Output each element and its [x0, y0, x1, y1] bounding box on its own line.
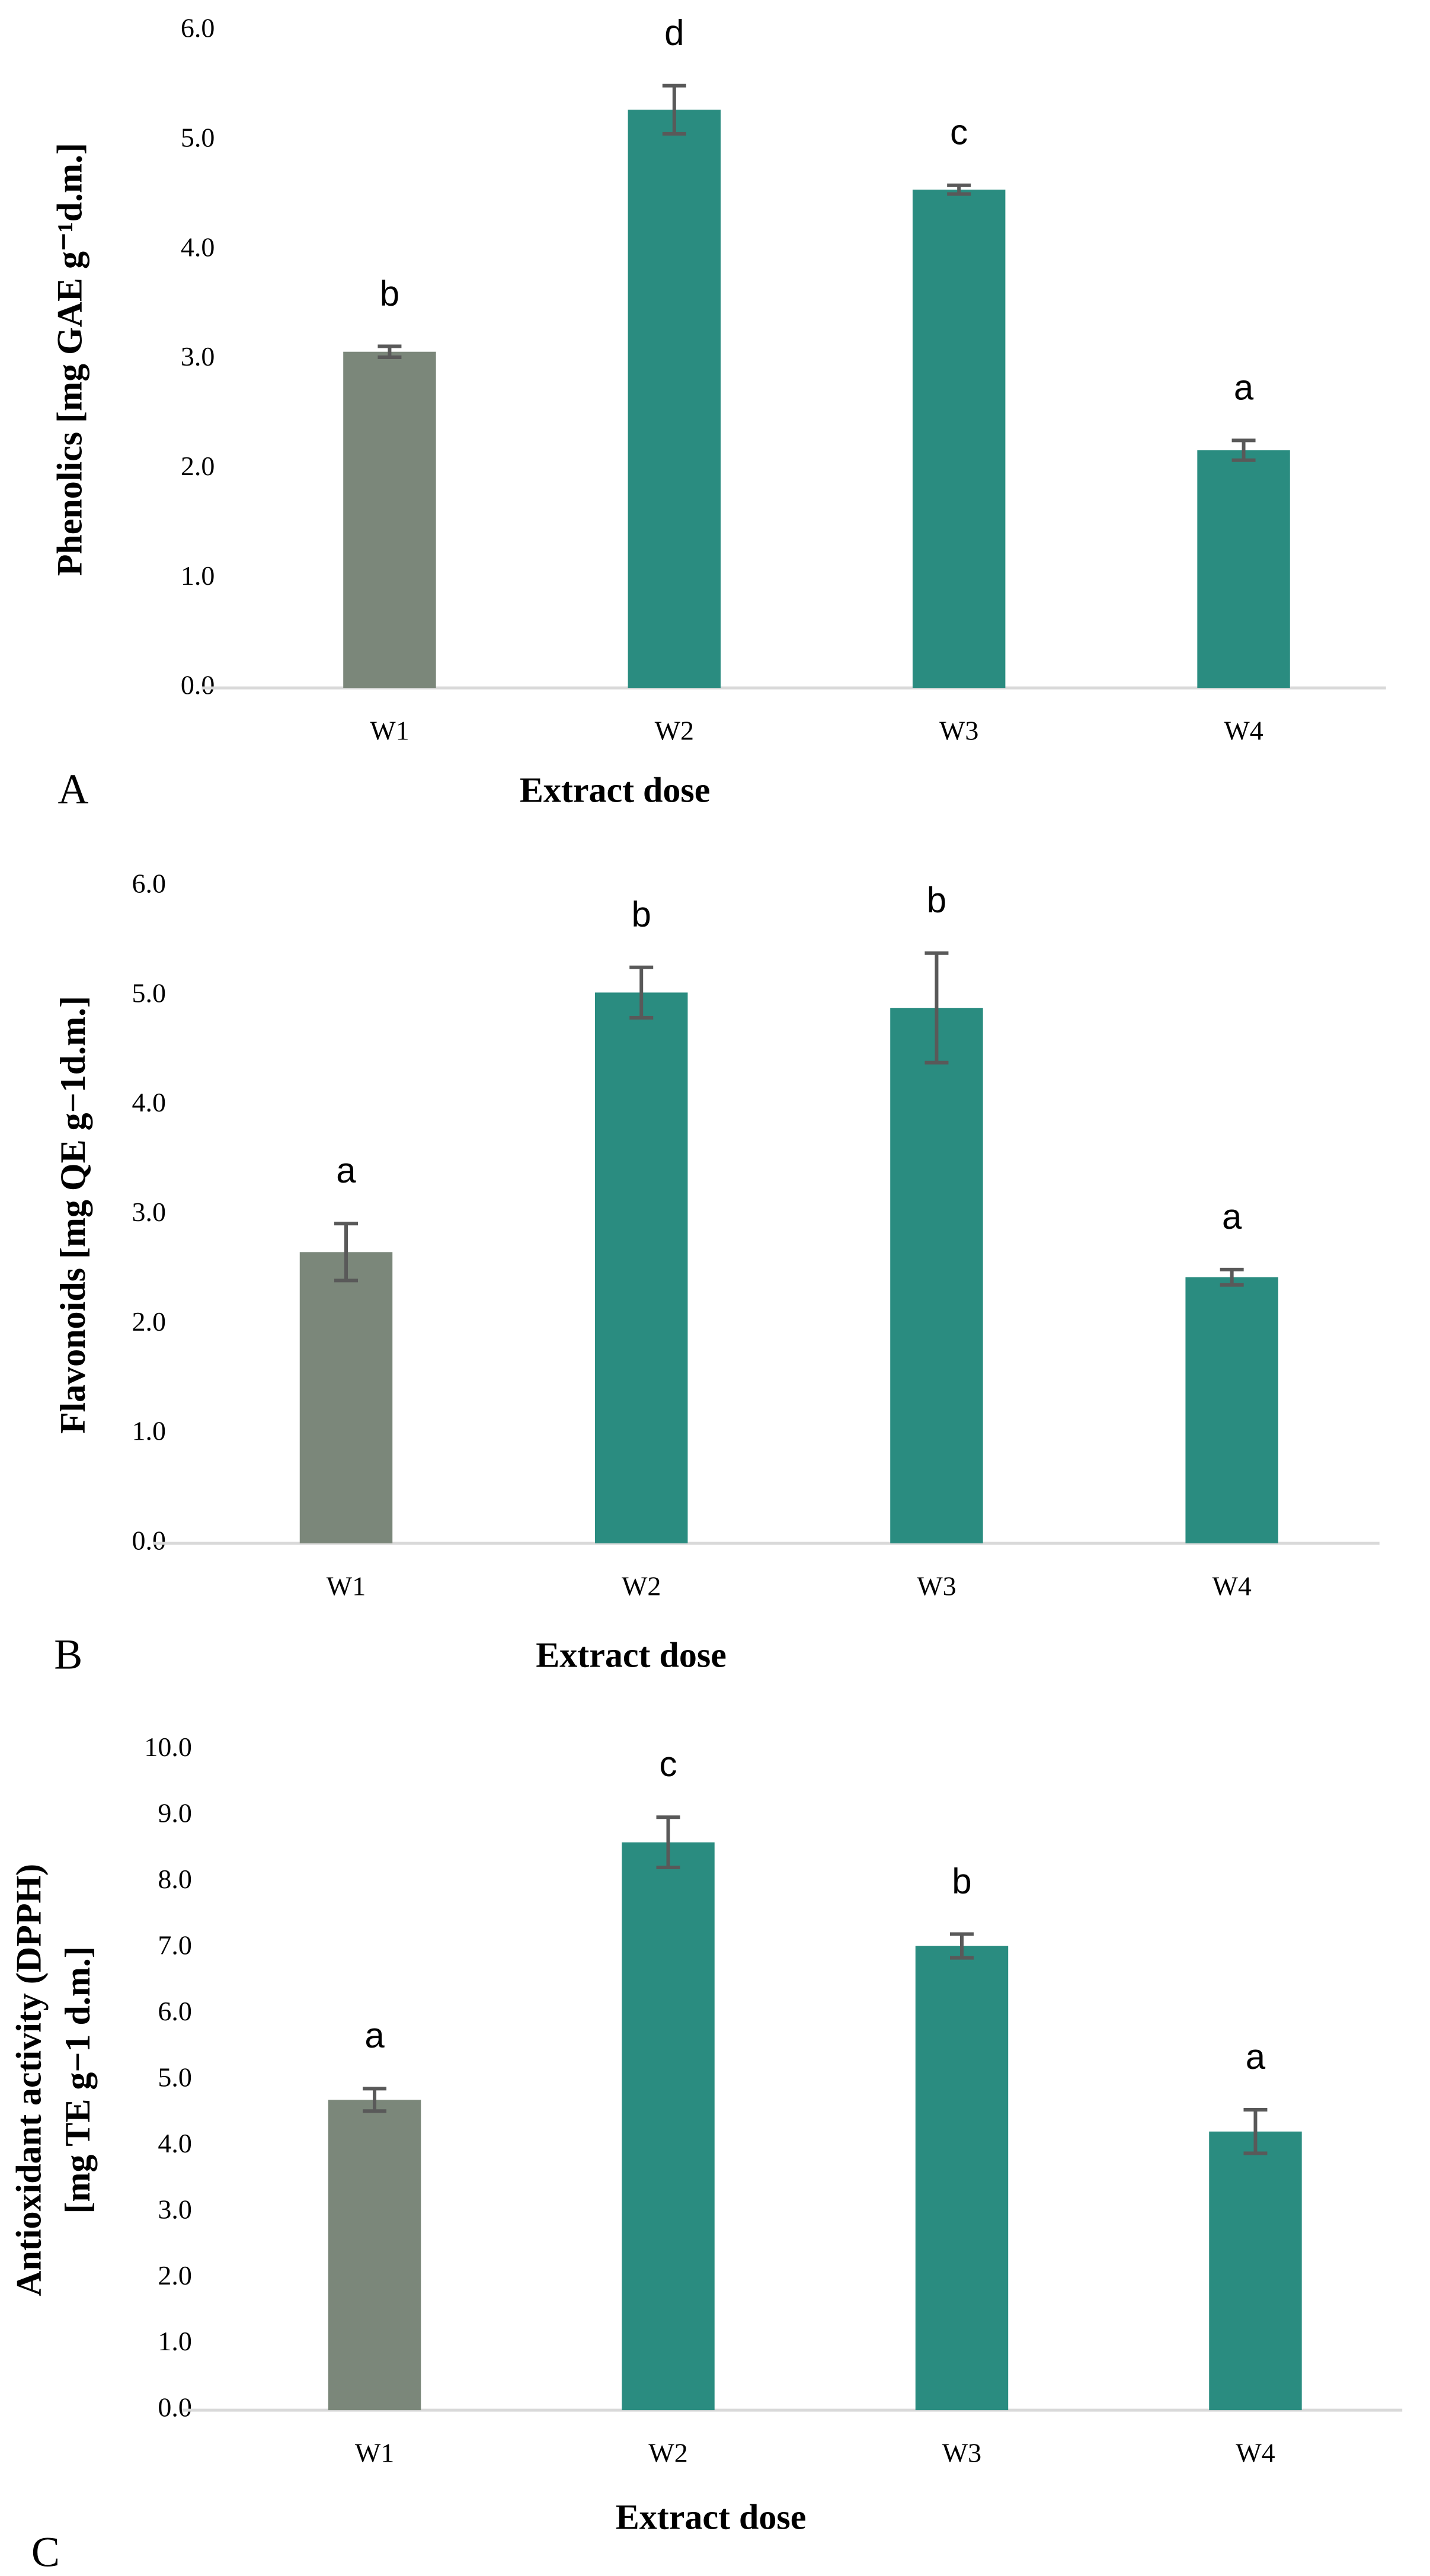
error-bar — [363, 2087, 387, 2113]
y-axis-title: Antioxidant activity (DPPH) — [9, 1864, 49, 2296]
x-tick-label: W4 — [1212, 1571, 1251, 1601]
y-tick-label: 4.0 — [158, 2128, 192, 2158]
panel-label: A — [58, 765, 89, 813]
error-bar — [949, 1932, 974, 1960]
bar — [890, 1008, 983, 1544]
significance-letter: b — [632, 895, 651, 934]
significance-letter: a — [364, 2016, 385, 2055]
error-bar — [1220, 1267, 1244, 1287]
y-tick-label: 1.0 — [181, 560, 215, 591]
bar — [915, 1946, 1009, 2411]
bar — [594, 992, 688, 1544]
y-tick-label: 9.0 — [158, 1798, 192, 1828]
y-axis-title: Phenolics [mg GAE g⁻¹d.m.] — [50, 143, 89, 576]
y-tick-label: 5.0 — [181, 123, 215, 153]
x-axis-title: Extract dose — [536, 1636, 727, 1675]
y-tick-label: 0.0 — [158, 2392, 192, 2423]
y-tick-label: 2.0 — [181, 451, 215, 481]
y-tick-label: 6.0 — [158, 1996, 192, 2026]
bar — [622, 1842, 715, 2411]
significance-letter: b — [380, 273, 399, 313]
x-tick-label: W3 — [917, 1571, 956, 1601]
error-bar — [924, 951, 949, 1065]
x-tick-label: W4 — [1224, 716, 1263, 746]
y-tick-label: 1.0 — [132, 1416, 166, 1446]
y-tick-label: 5.0 — [158, 2062, 192, 2092]
y-tick-label: 5.0 — [132, 978, 166, 1008]
y-axis-title: [mg TE g−1 d.m.] — [58, 1946, 97, 2213]
y-axis-title: Flavonoids [mg QE g−1d.m.] — [53, 996, 92, 1434]
bar — [343, 351, 436, 688]
y-tick-label: 2.0 — [132, 1306, 166, 1337]
x-tick-label: W2 — [655, 716, 694, 746]
x-tick-label: W1 — [327, 1571, 366, 1601]
bar — [328, 2100, 421, 2411]
panel-label: B — [54, 1630, 82, 1678]
significance-letter: d — [664, 12, 684, 52]
significance-letter: b — [927, 880, 946, 920]
bar — [299, 1252, 393, 1544]
x-tick-label: W2 — [648, 2438, 687, 2468]
error-bar — [629, 965, 654, 1020]
y-tick-label: 0.0 — [181, 670, 215, 700]
bar — [1209, 2131, 1302, 2411]
y-tick-label: 4.0 — [132, 1087, 166, 1117]
x-tick-label: W1 — [355, 2438, 394, 2468]
error-bar — [662, 84, 686, 136]
x-axis-title: Extract dose — [520, 770, 711, 809]
significance-letter: a — [1222, 1197, 1242, 1236]
y-tick-label: 2.0 — [158, 2260, 192, 2290]
bar — [1185, 1277, 1278, 1544]
panel-label: C — [31, 2529, 60, 2576]
significance-letter: b — [952, 1861, 971, 1901]
y-tick-label: 3.0 — [158, 2194, 192, 2224]
significance-letter: a — [1234, 367, 1254, 407]
y-tick-label: 8.0 — [158, 1864, 192, 1894]
x-tick-label: W3 — [942, 2438, 981, 2468]
y-tick-label: 7.0 — [158, 1930, 192, 1960]
y-tick-label: 1.0 — [158, 2326, 192, 2356]
x-axis-title: Extract dose — [616, 2498, 807, 2537]
y-tick-label: 4.0 — [181, 232, 215, 262]
error-bar — [378, 344, 402, 359]
significance-letter: a — [336, 1151, 356, 1190]
y-tick-label: 6.0 — [181, 13, 215, 43]
significance-letter: c — [660, 1744, 677, 1784]
y-tick-label: 0.0 — [132, 1526, 166, 1556]
significance-letter: a — [1246, 2037, 1266, 2077]
y-tick-label: 6.0 — [132, 869, 166, 899]
x-tick-label: W1 — [370, 716, 409, 746]
error-bar — [1243, 2108, 1268, 2155]
x-tick-label: W4 — [1236, 2438, 1275, 2468]
bar — [628, 110, 721, 688]
error-bar — [334, 1222, 358, 1283]
significance-letter: c — [950, 113, 968, 152]
bar — [912, 190, 1006, 688]
bar — [1197, 450, 1290, 688]
error-bar — [1231, 438, 1256, 462]
error-bar — [656, 1815, 680, 1869]
y-tick-label: 10.0 — [144, 1732, 192, 1762]
y-tick-label: 3.0 — [132, 1197, 166, 1227]
error-bar — [947, 183, 971, 196]
y-tick-label: 3.0 — [181, 341, 215, 371]
x-tick-label: W3 — [939, 716, 978, 746]
x-tick-label: W2 — [622, 1571, 661, 1601]
